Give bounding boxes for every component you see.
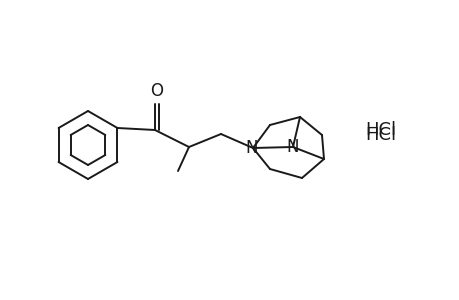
Text: N: N xyxy=(245,139,257,157)
Text: HCl: HCl xyxy=(364,126,395,144)
Text: O: O xyxy=(150,82,163,100)
Text: N: N xyxy=(286,138,299,156)
Text: HCl: HCl xyxy=(364,121,395,139)
